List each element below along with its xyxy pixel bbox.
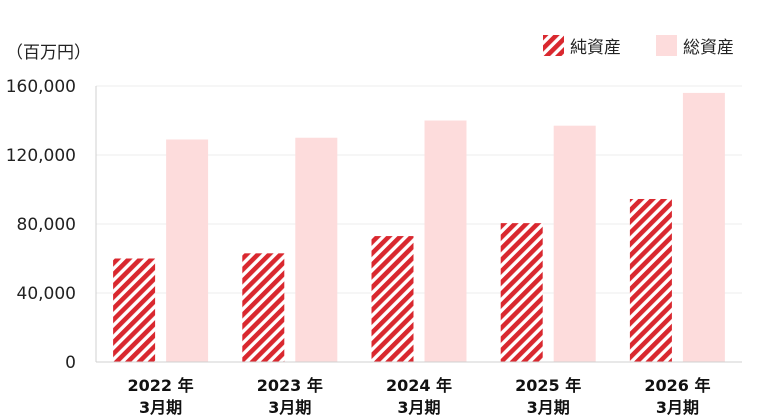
x-tick-label-period: 3月期 [397, 398, 440, 417]
x-tick-label-year: 2023 年 [257, 376, 323, 395]
bar-net-assets [500, 223, 543, 362]
y-tick-label: 40,000 [17, 284, 76, 304]
x-tick-label-year: 2022 年 [128, 376, 194, 395]
bar-total-assets [424, 120, 467, 362]
bar-net-assets [629, 198, 672, 362]
legend-label-net-assets: 純資産 [570, 38, 621, 58]
legend-label-total-assets: 総資産 [683, 38, 734, 58]
x-tick-label-period: 3月期 [656, 398, 699, 417]
bar-net-assets [113, 258, 156, 362]
x-tick-label-year: 2024 年 [386, 376, 452, 395]
bar-net-assets [242, 253, 285, 362]
y-tick-label: 0 [65, 353, 76, 373]
y-tick-label: 80,000 [17, 215, 76, 235]
x-tick-label-period: 3月期 [527, 398, 570, 417]
legend-swatch-net-assets [543, 35, 564, 56]
legend-swatch-total-assets [656, 35, 677, 56]
y-tick-label: 120,000 [6, 146, 76, 166]
x-tick-label-period: 3月期 [139, 398, 182, 417]
x-tick-label-year: 2026 年 [644, 376, 710, 395]
bar-net-assets [371, 236, 414, 362]
x-tick-label-year: 2025 年 [515, 376, 581, 395]
legend: 純資産 総資産 [543, 35, 734, 58]
x-axis-labels: 2022 年 3月期 2023 年 3月期 2024 年 3月期 2025 年 3月期 2026… [128, 376, 711, 417]
y-axis-unit-label: （百万円） [6, 43, 91, 63]
bars [113, 92, 725, 363]
bar-total-assets [682, 92, 725, 363]
bar-total-assets [166, 139, 209, 362]
x-tick-label-period: 3月期 [268, 398, 311, 417]
y-tick-label: 160,000 [6, 77, 76, 97]
bar-total-assets [295, 137, 338, 362]
bar-total-assets [553, 125, 596, 362]
y-axis-ticks: 0 40,000 80,000 120,000 160,000 [6, 77, 76, 373]
axes [95, 86, 742, 363]
